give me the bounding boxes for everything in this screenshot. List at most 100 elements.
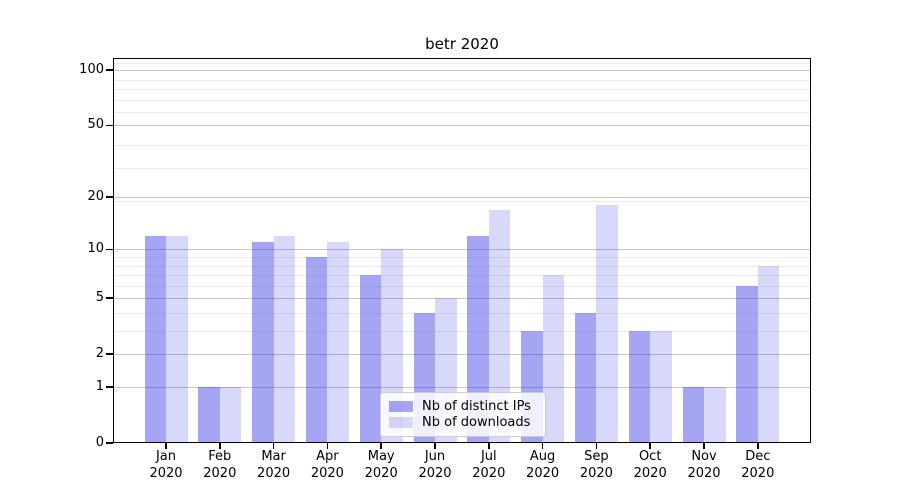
bar-apr-distinct-ips	[305, 257, 328, 443]
bar-jul-downloads	[488, 209, 511, 443]
x-tick	[595, 443, 598, 449]
bars-layer	[113, 58, 811, 443]
y-tick-label: 100	[79, 62, 104, 78]
y-tick-label: 2	[95, 346, 104, 362]
y-tick	[106, 353, 113, 356]
minor-gridline	[113, 168, 811, 170]
x-tick-label: Mar 2020	[244, 449, 304, 482]
x-tick-month: Aug	[529, 449, 556, 464]
x-tick-year: 2020	[687, 465, 721, 481]
y-tick-label: 5	[95, 290, 104, 306]
x-tick-label: May 2020	[351, 449, 411, 482]
x-tick-month: Sep	[584, 449, 609, 464]
x-tick-year: 2020	[364, 465, 398, 481]
y-tick-label: 10	[87, 241, 104, 257]
minor-gridline	[113, 89, 811, 91]
bar-nov-distinct-ips	[682, 387, 704, 443]
x-tick-month: Feb	[208, 449, 232, 464]
x-tick-year: 2020	[149, 465, 183, 481]
bar-jan-downloads	[166, 235, 188, 443]
x-tick-month: Nov	[691, 449, 717, 464]
bar-sep-downloads	[596, 205, 618, 443]
x-tick	[219, 443, 221, 449]
bar-oct-downloads	[650, 331, 672, 443]
bar-mar-downloads	[273, 235, 296, 443]
y-tick	[106, 297, 113, 300]
legend: Nb of distinct IPs Nb of downloads	[380, 392, 546, 437]
bar-aug-downloads	[542, 275, 565, 443]
x-tick-month: Dec	[745, 449, 771, 464]
x-tick-year: 2020	[257, 465, 291, 481]
x-tick-month: Jun	[424, 449, 446, 464]
minor-gridline	[113, 63, 811, 65]
x-tick	[703, 443, 705, 449]
legend-item-distinct-ips: Nb of distinct IPs	[389, 399, 537, 414]
minor-gridline	[113, 99, 811, 101]
x-tick-year: 2020	[741, 465, 775, 481]
x-tick-label: Aug 2020	[513, 449, 573, 482]
x-tick	[272, 443, 275, 449]
bar-feb-downloads	[219, 387, 242, 443]
legend-label-downloads: Nb of downloads	[422, 415, 531, 430]
chart-title: betr 2020	[425, 35, 499, 53]
x-tick-month: May	[367, 449, 395, 464]
x-tick-year: 2020	[310, 465, 344, 481]
minor-gridline	[113, 257, 811, 258]
x-tick	[541, 443, 544, 449]
bar-nov-downloads	[704, 387, 726, 443]
x-tick-label: Oct 2020	[620, 449, 680, 482]
minor-gridline	[113, 331, 811, 333]
legend-label-distinct-ips: Nb of distinct IPs	[422, 399, 531, 414]
minor-gridline	[113, 275, 811, 277]
y-tick-label: 1	[95, 379, 104, 394]
major-gridline	[113, 298, 811, 300]
minor-gridline	[113, 201, 811, 202]
major-gridline	[113, 125, 811, 127]
y-tick	[106, 69, 113, 71]
x-tick-month: Jul	[480, 449, 497, 464]
x-tick-year: 2020	[418, 465, 452, 481]
bar-feb-distinct-ips	[198, 387, 220, 443]
minor-gridline	[113, 265, 811, 267]
x-tick-year: 2020	[633, 465, 667, 481]
x-tick-year: 2020	[526, 465, 560, 481]
x-tick	[380, 443, 382, 449]
y-tick	[106, 196, 113, 198]
x-tick	[165, 443, 167, 449]
major-gridline	[113, 354, 811, 356]
bar-apr-downloads	[327, 242, 349, 443]
x-tick-month: Jan	[155, 449, 177, 464]
bar-jan-distinct-ips	[144, 235, 166, 443]
legend-swatch-downloads	[389, 417, 413, 428]
bar-sep-distinct-ips	[574, 313, 597, 443]
x-tick	[757, 443, 759, 449]
bar-oct-distinct-ips	[628, 331, 651, 443]
x-tick	[326, 443, 329, 449]
x-tick-label: Sep 2020	[566, 449, 626, 482]
x-tick	[434, 443, 436, 449]
x-tick-month: Oct	[638, 449, 662, 464]
x-tick	[649, 443, 651, 449]
minor-gridline	[113, 285, 811, 287]
x-tick-year: 2020	[472, 465, 506, 481]
bar-jul-distinct-ips	[467, 235, 489, 443]
x-tick	[488, 443, 490, 449]
y-tick	[106, 124, 113, 127]
x-tick-label: Feb 2020	[190, 449, 250, 482]
y-tick	[106, 248, 113, 251]
minor-gridline	[113, 312, 811, 314]
x-tick-label: Jul 2020	[459, 449, 519, 482]
minor-gridline	[113, 112, 811, 114]
legend-swatch-distinct-ips	[389, 401, 413, 412]
x-tick-month: Mar	[261, 449, 286, 464]
x-tick-year: 2020	[579, 465, 613, 481]
x-tick-label: Apr 2020	[297, 449, 357, 482]
major-gridline	[113, 249, 811, 251]
gridlines-layer	[113, 58, 811, 443]
x-tick-label: Jun 2020	[405, 449, 465, 482]
x-tick-label: Jan 2020	[136, 449, 196, 482]
bar-mar-distinct-ips	[252, 242, 274, 443]
y-tick-label: 50	[87, 117, 104, 133]
axis-ticks-layer: 100 50 20 10 5 2 1 0 Jan 2020 Feb 2020 Mar 2020 Apr 202…	[79, 58, 811, 480]
